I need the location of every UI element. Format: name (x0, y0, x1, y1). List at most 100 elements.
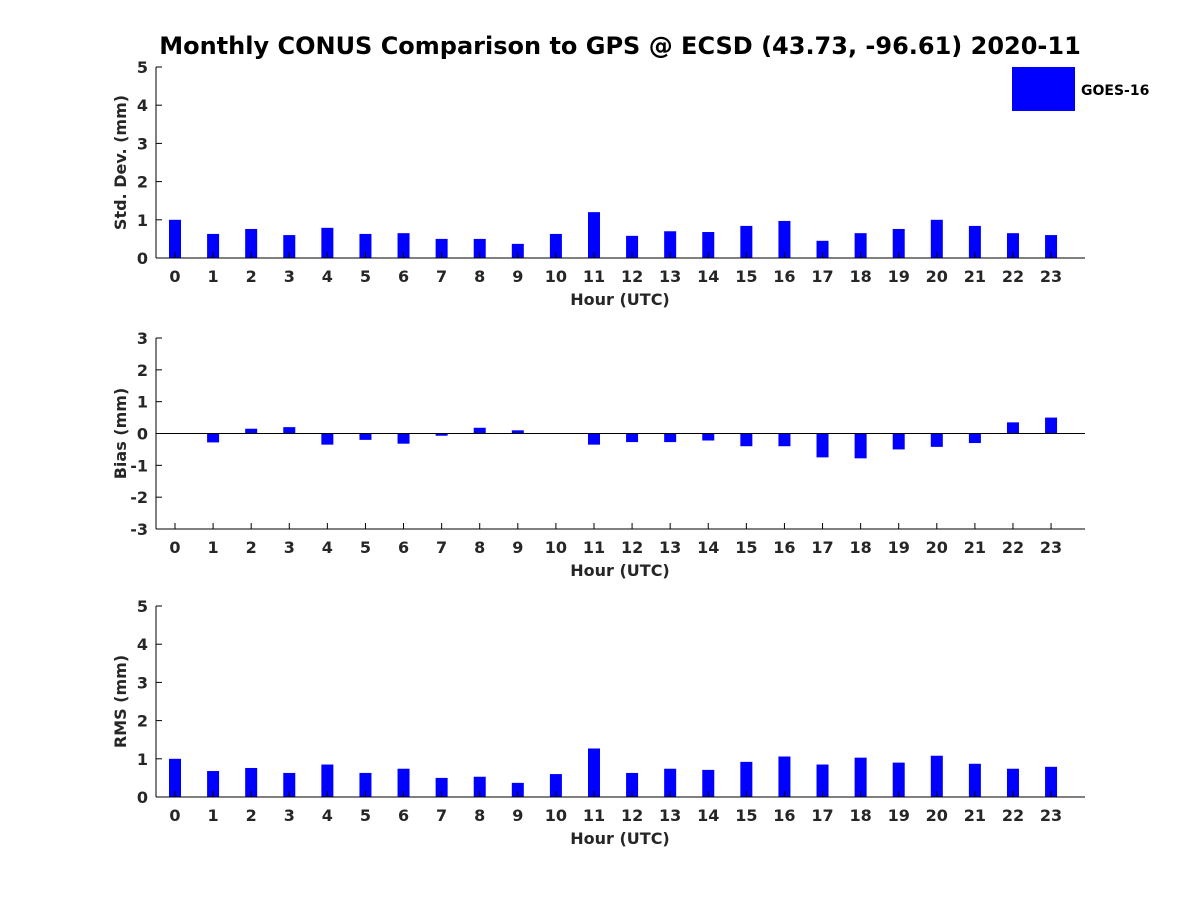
x-tick-label: 23 (1040, 267, 1062, 286)
x-tick-label: 2 (246, 806, 257, 825)
x-tick-label: 9 (512, 806, 523, 825)
bar (587, 212, 600, 258)
bar (549, 233, 562, 258)
y-tick-label: 3 (137, 673, 148, 692)
x-tick-label: 17 (811, 538, 833, 557)
bar (1006, 233, 1019, 258)
x-tick-label: 14 (697, 267, 719, 286)
bar (740, 433, 753, 447)
x-tick-label: 0 (169, 806, 180, 825)
x-tick-label: 6 (398, 538, 409, 557)
x-tick-label: 4 (322, 267, 333, 286)
bar (397, 233, 410, 258)
bar (816, 240, 829, 258)
bar (1006, 422, 1019, 434)
bar (702, 433, 715, 441)
bar (626, 235, 639, 258)
y-tick-label: 1 (137, 750, 148, 769)
chart-title: Monthly CONUS Comparison to GPS @ ECSD (… (159, 32, 1081, 60)
y-axis-label: Bias (mm) (111, 388, 130, 480)
x-tick-label: 5 (360, 538, 371, 557)
x-tick-label: 0 (169, 538, 180, 557)
x-tick-label: 1 (208, 267, 219, 286)
x-tick-label: 4 (322, 806, 333, 825)
bar (283, 235, 296, 258)
x-tick-label: 6 (398, 806, 409, 825)
x-tick-label: 5 (360, 267, 371, 286)
x-tick-label: 21 (964, 267, 986, 286)
x-tick-label: 10 (545, 267, 567, 286)
x-tick-label: 14 (697, 538, 719, 557)
bar (930, 755, 943, 797)
x-tick-label: 8 (474, 267, 485, 286)
y-tick-label: 1 (137, 211, 148, 230)
x-tick-label: 19 (888, 267, 910, 286)
x-tick-label: 7 (436, 538, 447, 557)
bar (892, 228, 905, 258)
bar (359, 233, 372, 258)
x-tick-label: 11 (583, 538, 605, 557)
bar (702, 769, 715, 797)
y-tick-label: 2 (137, 361, 148, 380)
bar (245, 767, 258, 797)
bar (740, 761, 753, 797)
x-tick-label: 19 (888, 538, 910, 557)
bar (473, 776, 486, 797)
bar (1006, 768, 1019, 797)
x-axis-label: Hour (UTC) (570, 561, 670, 580)
bar (207, 233, 220, 258)
x-tick-label: 11 (583, 267, 605, 286)
bar (854, 233, 867, 258)
bar (702, 232, 715, 258)
y-tick-label: 3 (137, 329, 148, 348)
y-tick-label: 0 (137, 249, 148, 268)
bar (549, 774, 562, 797)
x-tick-label: 16 (773, 267, 795, 286)
y-tick-label: -1 (130, 456, 148, 475)
x-tick-label: 15 (735, 538, 757, 557)
x-tick-label: 1 (208, 806, 219, 825)
bar (892, 433, 905, 450)
x-tick-label: 12 (621, 538, 643, 557)
x-tick-label: 6 (398, 267, 409, 286)
bar (397, 433, 410, 444)
x-tick-label: 18 (849, 538, 871, 557)
x-tick-label: 12 (621, 267, 643, 286)
bar (283, 772, 296, 797)
bar (854, 757, 867, 797)
bar (1045, 417, 1058, 434)
x-tick-label: 5 (360, 806, 371, 825)
x-tick-label: 3 (284, 806, 295, 825)
bar (626, 433, 639, 443)
bar (435, 433, 448, 436)
bar (169, 219, 181, 258)
x-tick-label: 22 (1002, 806, 1024, 825)
y-tick-label: 4 (137, 96, 148, 115)
x-tick-label: 4 (322, 538, 333, 557)
bar (930, 433, 943, 447)
bar (930, 219, 943, 258)
y-tick-label: 5 (137, 597, 148, 616)
bar (321, 433, 334, 445)
x-tick-label: 7 (436, 806, 447, 825)
x-axis-label: Hour (UTC) (570, 290, 670, 309)
x-tick-label: 21 (964, 538, 986, 557)
x-tick-label: 2 (246, 538, 257, 557)
y-tick-label: 3 (137, 134, 148, 153)
x-tick-label: 2 (246, 267, 257, 286)
x-tick-label: 17 (811, 267, 833, 286)
bar (1045, 766, 1058, 797)
x-tick-label: 23 (1040, 538, 1062, 557)
y-tick-label: -3 (130, 520, 148, 539)
bar (511, 243, 524, 258)
bar (245, 228, 258, 258)
bar (587, 748, 600, 797)
x-tick-label: 20 (926, 806, 948, 825)
bar (892, 762, 905, 797)
x-tick-label: 16 (773, 806, 795, 825)
bar (473, 427, 486, 434)
x-tick-label: 13 (659, 538, 681, 557)
